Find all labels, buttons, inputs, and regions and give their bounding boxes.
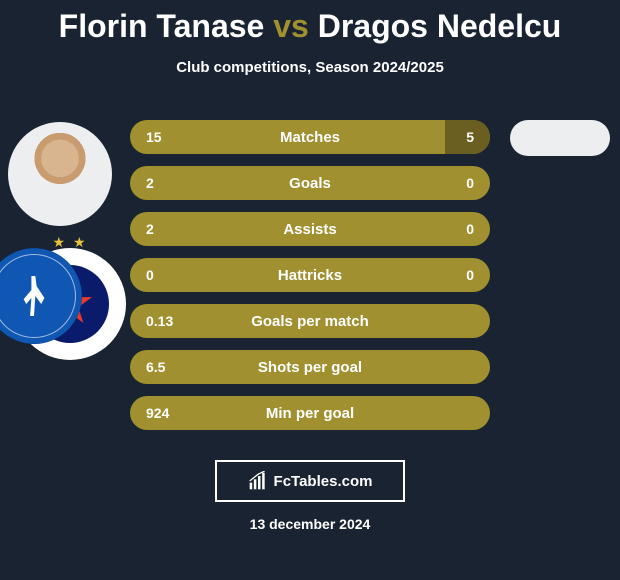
chart-icon [248, 471, 268, 491]
stat-label: Min per goal [266, 405, 354, 422]
stat-label: Shots per goal [258, 359, 362, 376]
stat-value-right: 0 [466, 221, 474, 237]
stat-row: 0.13 Goals per match [130, 304, 490, 338]
stat-label: Goals per match [251, 313, 369, 330]
vs-separator: vs [273, 8, 309, 44]
player2-photo [510, 120, 610, 156]
stat-row: 2 0 Goals [130, 166, 490, 200]
stat-value-left: 6.5 [146, 359, 165, 375]
stat-value-right: 0 [466, 175, 474, 191]
player1-name: Florin Tanase [59, 8, 265, 44]
stat-value-left: 2 [146, 221, 154, 237]
stat-label: Hattricks [278, 267, 342, 284]
stat-value-left: 15 [146, 129, 162, 145]
player2-name: Dragos Nedelcu [318, 8, 562, 44]
subtitle: Club competitions, Season 2024/2025 [0, 59, 620, 76]
stat-row: 924 Min per goal [130, 396, 490, 430]
stat-value-left: 924 [146, 405, 169, 421]
stat-row: 2 0 Assists [130, 212, 490, 246]
player1-photo [8, 122, 112, 226]
stat-value-left: 2 [146, 175, 154, 191]
stat-label: Matches [280, 129, 340, 146]
fctables-branding: FcTables.com [215, 460, 405, 502]
branding-text: FcTables.com [274, 473, 373, 490]
club-figure-icon [21, 276, 47, 316]
stat-value-left: 0.13 [146, 313, 173, 329]
date: 13 december 2024 [0, 516, 620, 532]
stat-value-right: 0 [466, 267, 474, 283]
comparison-title: Florin Tanase vs Dragos Nedelcu [0, 0, 620, 45]
stat-label: Assists [283, 221, 336, 238]
stat-row: 6.5 Shots per goal [130, 350, 490, 384]
stats-panel: 15 5 Matches 2 0 Goals 2 0 Assists 0 0 Hattricks 0.1… [130, 120, 490, 442]
stat-value-right: 5 [466, 129, 474, 145]
stat-label: Goals [289, 175, 331, 192]
stat-row: 0 0 Hattricks [130, 258, 490, 292]
stat-row: 15 5 Matches [130, 120, 490, 154]
stat-value-left: 0 [146, 267, 154, 283]
